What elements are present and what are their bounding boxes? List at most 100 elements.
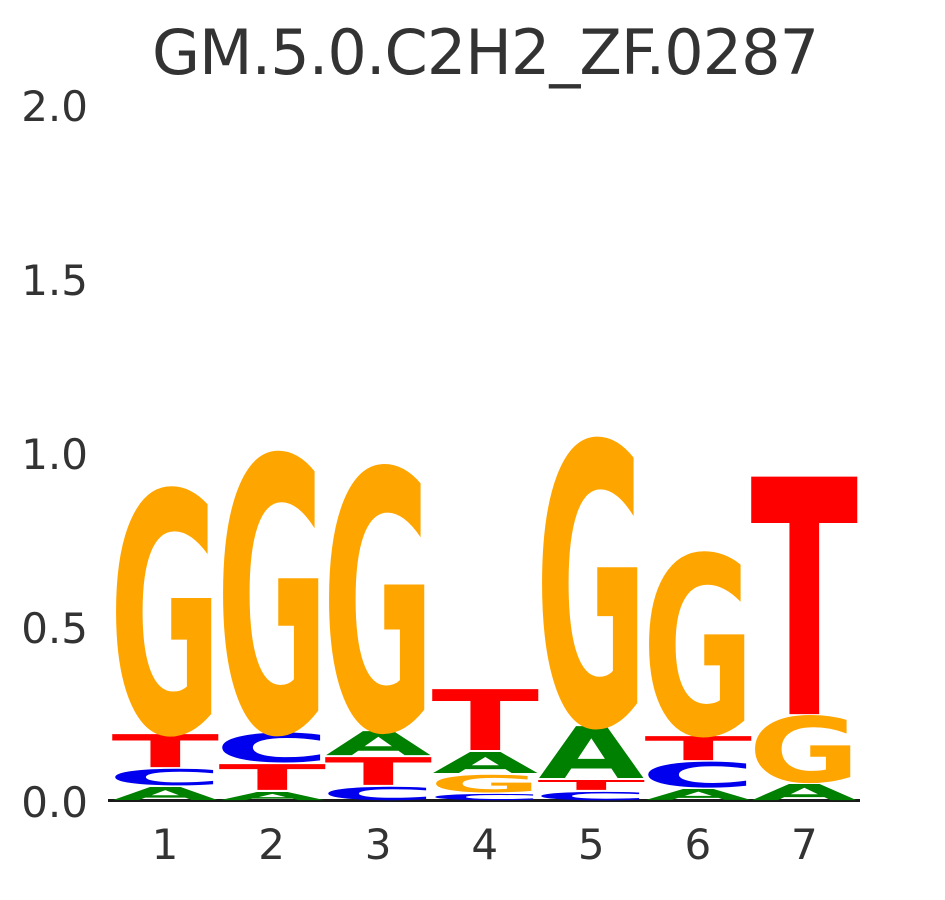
base-glyph-G: G [109,425,221,811]
logo-letter-G: G [322,397,434,813]
y-tick-label: 0.5 [21,604,88,653]
logo-letter-A: A [539,712,645,795]
svg-text:T: T [218,757,326,798]
logo-letter-G: G [216,380,328,820]
base-glyph-G: G [642,505,754,792]
base-glyph-A: A [645,786,751,803]
logo-letter-C: C [534,790,650,803]
base-glyph-T: T [218,757,326,798]
base-glyph-C: C [321,784,437,805]
svg-text:G: G [536,367,648,816]
logo-letter-C: C [214,726,330,772]
logo-letter-C: C [640,755,756,795]
svg-text:A: A [645,786,751,803]
y-tick-label: 0.0 [21,778,88,827]
logo-letter-G: G [642,505,754,792]
y-tick-label: 2.0 [21,82,88,131]
base-glyph-T: T [538,778,646,794]
base-glyph-A: A [219,790,325,803]
base-glyph-G: G [749,699,861,803]
base-glyph-C: C [427,792,543,802]
svg-text:C: C [534,790,650,803]
base-glyph-A: A [752,780,858,806]
svg-text:A: A [539,712,645,795]
svg-text:T: T [751,412,859,791]
base-glyph-A: A [326,725,432,763]
svg-text:C: C [321,784,437,805]
svg-text:A: A [326,725,432,763]
logo-letter-A: A [752,780,858,806]
base-glyph-G: G [216,380,328,820]
logo-letter-A: A [432,746,538,779]
base-glyph-T: T [111,725,219,778]
svg-text:A: A [112,784,218,805]
logo-letter-G: G [749,699,861,803]
logo-letter-T: T [644,729,752,767]
x-tick-label: 2 [258,820,285,869]
base-glyph-C: C [214,726,330,772]
base-glyph-T: T [644,729,752,767]
svg-text:C: C [427,792,543,802]
base-glyph-A: A [112,784,218,805]
svg-text:T: T [538,778,646,794]
logo-letter-T: T [751,412,859,791]
logo-letter-T: T [218,757,326,798]
logo-letter-A: A [219,790,325,803]
base-glyph-C: C [107,765,223,791]
x-tick-label: 1 [151,820,179,869]
svg-text:T: T [644,729,752,767]
y-tick-label: 1.5 [21,256,88,305]
svg-text:C: C [214,726,330,772]
logo-letter-A: A [112,784,218,805]
base-glyph-T: T [751,412,859,791]
x-tick-label: 4 [471,820,499,869]
base-glyph-G: G [429,770,541,797]
logo-letter-C: C [427,792,543,802]
svg-text:G: G [109,425,221,811]
logo-letter-G: G [429,770,541,797]
x-tick-label: 3 [364,820,392,869]
logo-letter-C: C [107,765,223,791]
logo-letter-T: T [111,725,219,778]
svg-text:G: G [642,505,754,792]
logo-letter-T: T [538,778,646,794]
x-tick-label: 6 [684,820,712,869]
logo-letter-C: C [321,784,437,805]
x-tick-label: 7 [791,820,818,869]
svg-text:G: G [216,380,328,820]
svg-text:G: G [429,770,541,797]
logo-letter-T: T [431,673,539,770]
svg-text:C: C [107,765,223,791]
chart-title: GM.5.0.C2H2_ZF.0287 [151,16,819,89]
logo-letter-A: A [645,786,751,803]
base-glyph-C: C [534,790,650,803]
base-glyph-C: C [640,755,756,795]
svg-text:T: T [111,725,219,778]
svg-text:G: G [749,699,861,803]
base-glyph-T: T [325,750,433,795]
logo-letter-G: G [109,425,221,811]
base-glyph-A: A [539,712,645,795]
svg-text:C: C [640,755,756,795]
base-glyph-G: G [536,367,648,816]
svg-text:G: G [322,397,434,813]
x-tick-label: 5 [577,820,605,869]
logo-letter-T: T [325,750,433,795]
svg-text:A: A [219,790,325,803]
svg-text:T: T [325,750,433,795]
logo-letter-A: A [326,725,432,763]
x-axis-line [108,799,860,802]
svg-text:A: A [432,746,538,779]
svg-text:T: T [431,673,539,770]
svg-text:A: A [752,780,858,806]
y-tick-label: 1.0 [21,430,88,479]
logo-letter-G: G [536,367,648,816]
base-glyph-G: G [322,397,434,813]
